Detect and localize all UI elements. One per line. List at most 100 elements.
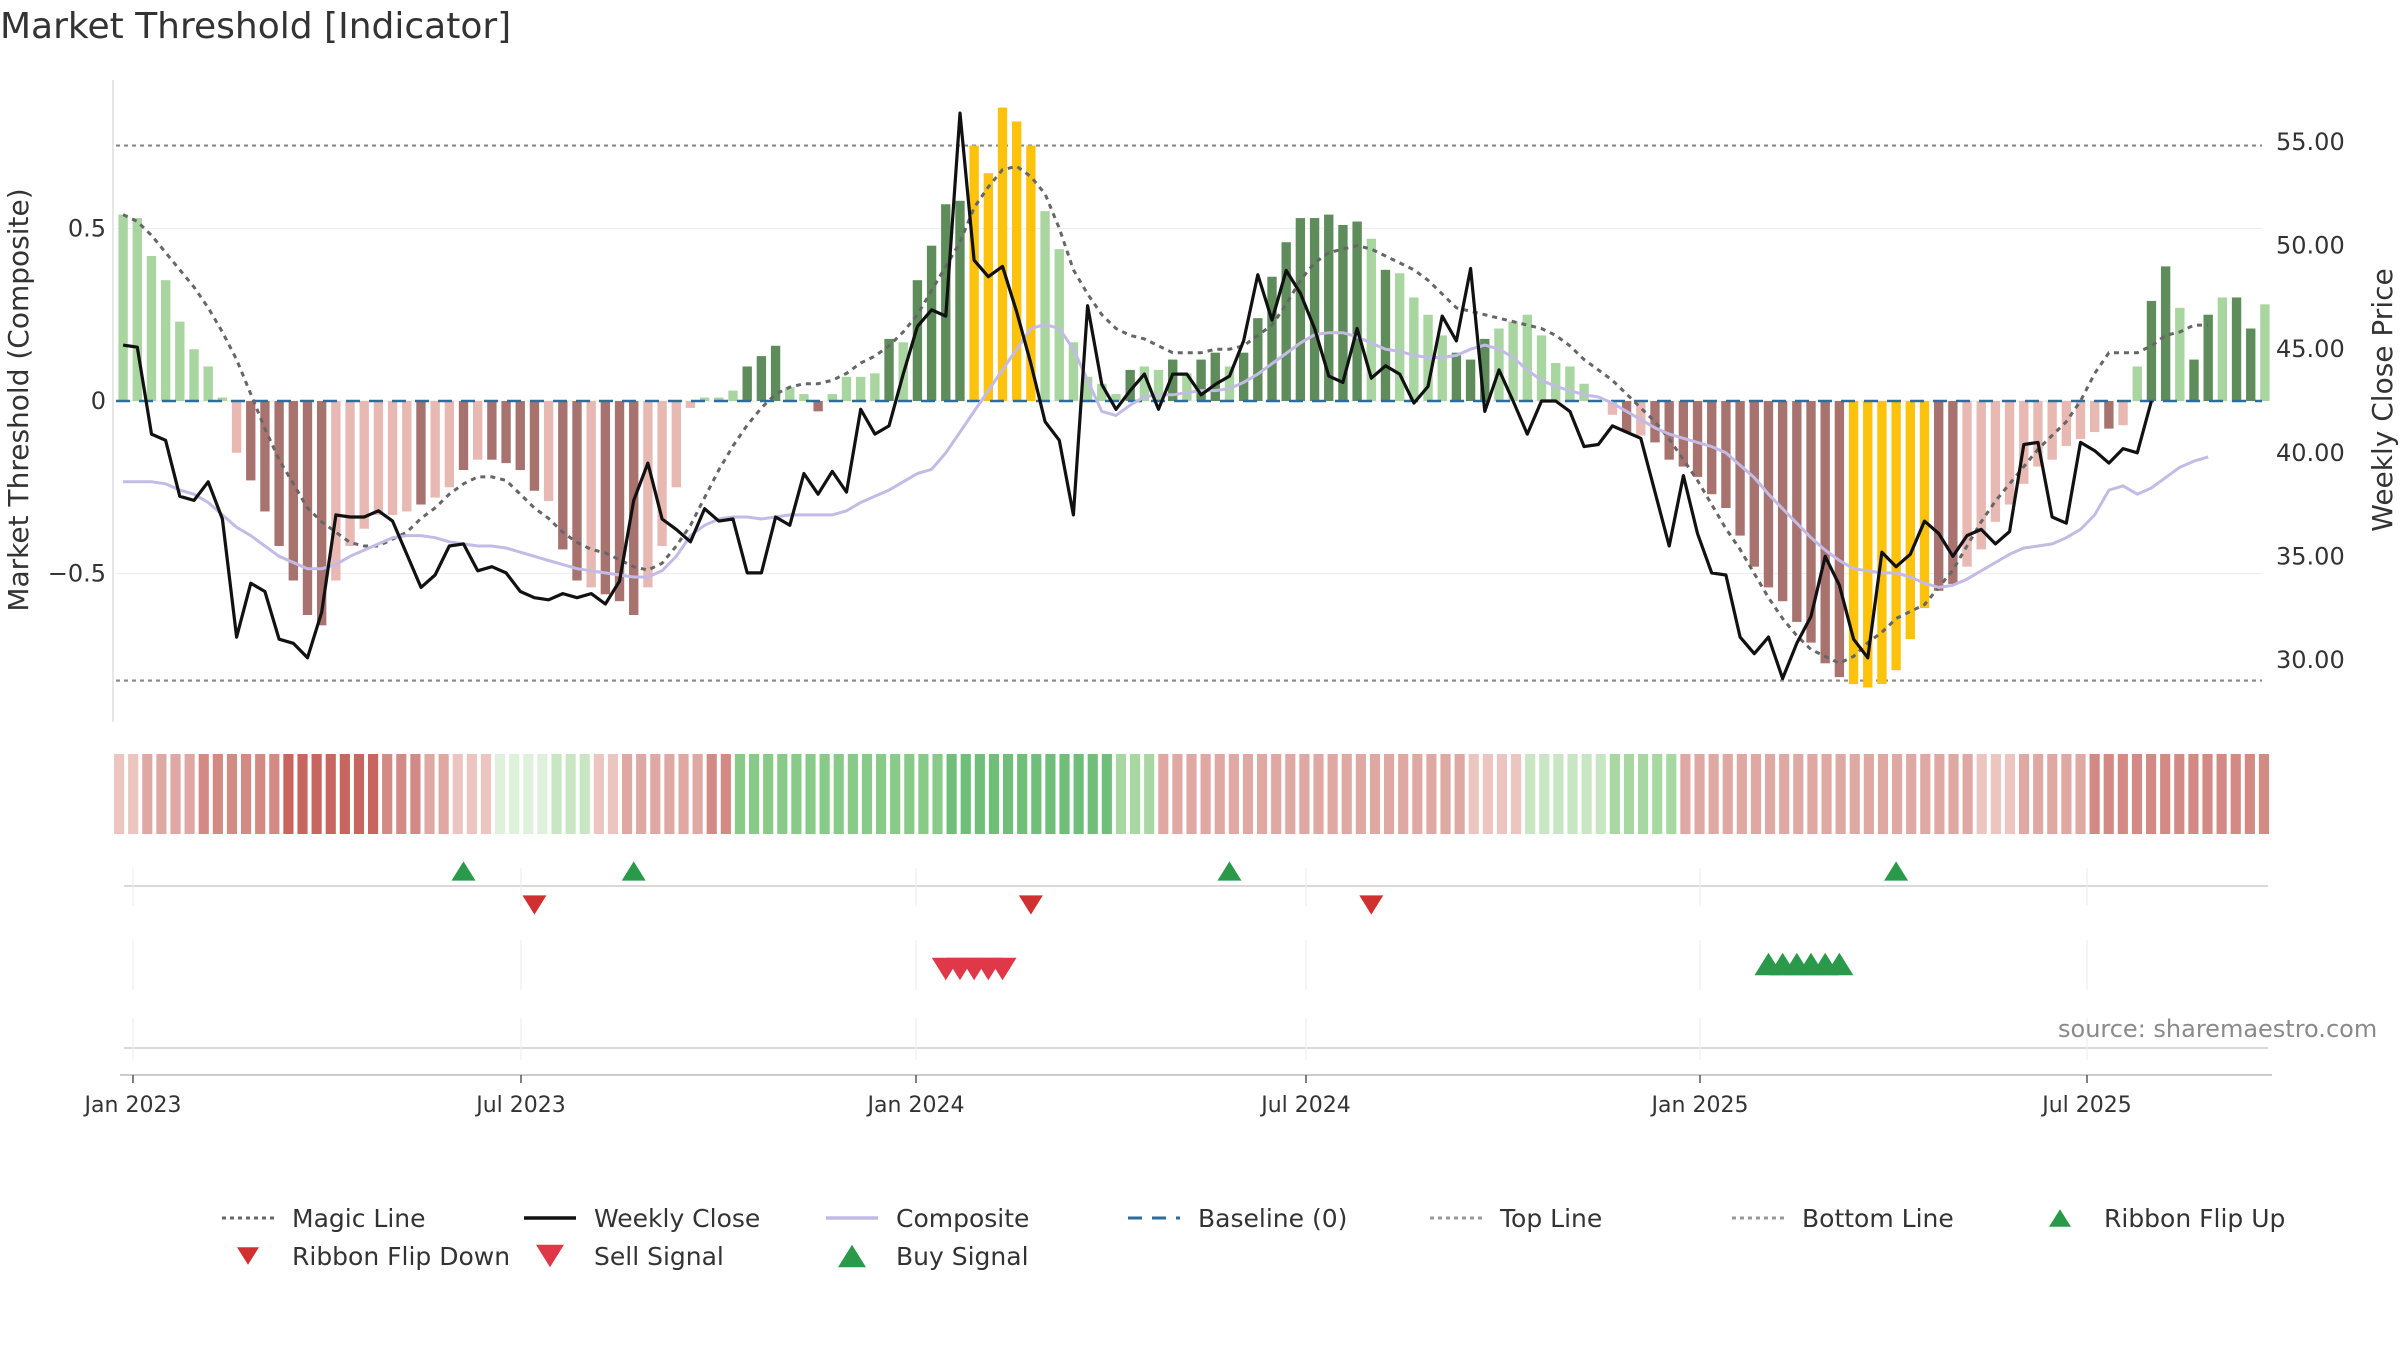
ribbon-cell bbox=[311, 754, 322, 834]
composite-bar bbox=[2033, 401, 2043, 467]
ribbon-cell bbox=[918, 754, 929, 834]
composite-bar bbox=[2260, 304, 2270, 401]
composite-bar bbox=[1621, 401, 1632, 433]
legend-label: Ribbon Flip Up bbox=[2104, 1203, 2286, 1233]
ribbon-cell bbox=[1017, 754, 1028, 834]
legend-swatch-marker bbox=[536, 1244, 564, 1268]
ribbon-cell bbox=[283, 754, 294, 834]
composite-bar bbox=[699, 397, 710, 401]
left-tick-label: 0 bbox=[91, 387, 106, 415]
composite-bar bbox=[458, 401, 469, 471]
ribbon-cell bbox=[1807, 754, 1818, 834]
composite-bar bbox=[600, 401, 611, 595]
legend-label: Top Line bbox=[1500, 1203, 1603, 1233]
composite-bar bbox=[146, 256, 157, 401]
composite-bar bbox=[926, 245, 937, 401]
composite-bar bbox=[1394, 273, 1405, 401]
ribbon-cell bbox=[1369, 754, 1381, 834]
ribbon-cell bbox=[1299, 754, 1310, 834]
left-axis-label: Market Threshold (Composite) bbox=[2, 188, 35, 611]
ribbon-cell bbox=[339, 754, 350, 834]
composite-bar bbox=[969, 145, 979, 401]
legend-swatch-marker bbox=[2049, 1209, 2071, 1227]
ribbon-cell bbox=[466, 754, 477, 834]
legend-item: Ribbon Flip Up bbox=[2032, 1200, 2285, 1236]
legend-item: Composite bbox=[824, 1200, 1029, 1236]
ribbon-cell bbox=[1779, 754, 1790, 834]
composite-bar bbox=[1281, 242, 1291, 401]
composite-bar bbox=[671, 401, 681, 488]
ribbon-cell bbox=[1877, 754, 1889, 834]
composite-bar bbox=[1309, 218, 1320, 401]
composite-bar bbox=[1054, 249, 1064, 401]
composite-bar bbox=[1933, 401, 1944, 591]
ribbon-cell bbox=[890, 754, 901, 834]
ribbon-cell bbox=[565, 754, 576, 834]
composite-bar bbox=[1848, 401, 1859, 685]
ribbon-cell bbox=[1609, 754, 1620, 834]
ribbon-cell bbox=[2047, 754, 2058, 834]
composite-bar bbox=[813, 401, 823, 412]
legend-label: Bottom Line bbox=[1802, 1203, 1954, 1233]
legend-item: Magic Line bbox=[220, 1200, 426, 1236]
ribbon-cell bbox=[1115, 754, 1127, 834]
composite-bar bbox=[160, 280, 171, 401]
right-tick-label: 45.00 bbox=[2276, 335, 2345, 363]
ribbon-cell bbox=[1242, 754, 1254, 834]
composite-bar bbox=[841, 376, 852, 401]
right-tick-label: 40.00 bbox=[2276, 439, 2345, 467]
composite-bar bbox=[1324, 214, 1334, 401]
composite-bar bbox=[912, 280, 923, 401]
ribbon-cell bbox=[495, 754, 506, 834]
composite-bar bbox=[2047, 401, 2057, 460]
ribbon-cell bbox=[2230, 754, 2241, 834]
composite-bar bbox=[331, 401, 341, 581]
ribbon-cell bbox=[368, 754, 379, 834]
composite-bar bbox=[1494, 328, 1504, 401]
composite-bar bbox=[1678, 401, 1689, 467]
sell-signal-marker bbox=[988, 957, 1017, 981]
ribbon-cell bbox=[1990, 754, 2001, 834]
legend-swatch bbox=[2049, 1209, 2071, 1227]
composite-bar bbox=[1111, 394, 1121, 401]
composite-bar bbox=[657, 401, 667, 546]
composite-bar bbox=[2019, 401, 2029, 484]
ribbon-cell bbox=[988, 754, 1000, 834]
composite-bar bbox=[1976, 401, 1986, 550]
composite-bar bbox=[1139, 366, 1150, 401]
legend-swatch bbox=[1430, 1216, 1482, 1220]
ribbon-cell bbox=[1680, 754, 1691, 834]
ribbon-cell bbox=[2089, 754, 2100, 834]
ribbon-cell bbox=[170, 754, 181, 834]
ribbon-cell bbox=[537, 754, 548, 834]
composite-bar bbox=[175, 321, 185, 401]
composite-bar bbox=[1777, 401, 1788, 602]
ribbon-cell bbox=[1200, 754, 1211, 834]
composite-bar bbox=[614, 401, 625, 602]
ribbon-cell bbox=[1948, 754, 1959, 834]
ribbon-cell bbox=[1398, 754, 1409, 834]
ribbon-cell bbox=[974, 754, 985, 834]
composite-bar bbox=[1210, 352, 1220, 401]
composite-bar bbox=[2189, 359, 2199, 401]
ribbon-cell bbox=[607, 754, 619, 834]
composite-bar bbox=[742, 366, 752, 401]
composite-bar bbox=[1097, 383, 1107, 401]
ribbon-cell bbox=[1271, 754, 1282, 834]
composite-bar bbox=[1238, 352, 1249, 401]
x-tick-label: Jan 2025 bbox=[1650, 1093, 1749, 1118]
ribbon-cell bbox=[1581, 754, 1592, 834]
ribbon-cell bbox=[1638, 754, 1649, 834]
ribbon-cell bbox=[650, 754, 661, 834]
ribbon-cell bbox=[114, 754, 125, 834]
ribbon-cell bbox=[692, 754, 703, 834]
ribbon-cell bbox=[509, 754, 520, 834]
composite-bar bbox=[515, 401, 525, 471]
ribbon-cell bbox=[1553, 754, 1564, 834]
composite-bar bbox=[1579, 383, 1589, 401]
x-tick-label: Jan 2024 bbox=[866, 1093, 965, 1118]
ribbon-cell bbox=[1384, 754, 1395, 834]
legend-swatch bbox=[1732, 1216, 1784, 1220]
ribbon-cell bbox=[1440, 754, 1451, 834]
